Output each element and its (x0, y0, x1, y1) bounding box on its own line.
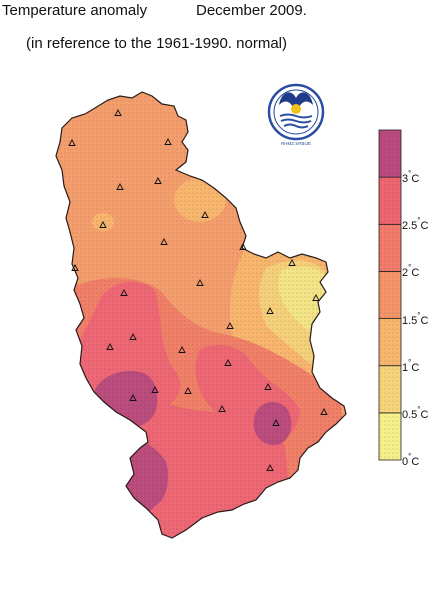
station-marker (239, 243, 247, 250)
legend-tick-label: 2°C (402, 263, 420, 280)
station-marker (160, 238, 168, 245)
legend-tick-label: 0°C (402, 452, 420, 468)
station-marker (116, 183, 124, 190)
legend-tick-label: 1.5°C (402, 310, 429, 327)
station-marker (272, 419, 280, 426)
legend-tick-label: 0.5°C (402, 404, 429, 421)
station-marker (164, 138, 172, 145)
rhmz-logo: RHMZ SRBIJE (267, 83, 325, 146)
station-marker (106, 343, 114, 350)
station-marker (266, 464, 274, 471)
station-marker (201, 211, 209, 218)
station-marker (154, 177, 162, 184)
station-marker (224, 359, 232, 366)
station-marker (320, 408, 328, 415)
station-marker (129, 333, 137, 340)
legend-tick-label: 2.5°C (402, 216, 429, 233)
station-marker (312, 294, 320, 301)
station-marker (68, 139, 76, 146)
station-marker (99, 221, 107, 228)
station-marker (151, 386, 159, 393)
map-title: Temperature anomaly (2, 2, 148, 19)
station-marker (288, 259, 296, 266)
station-marker (129, 394, 137, 401)
map-period: December 2009. (196, 2, 307, 19)
station-marker (178, 346, 186, 353)
legend-tick-label: 1°C (402, 357, 420, 374)
station-marker (266, 307, 274, 314)
station-marker (218, 405, 226, 412)
station-marker (71, 264, 79, 271)
map-subtitle: (in reference to the 1961-1990. normal) (26, 35, 287, 52)
weather-stations (68, 109, 328, 471)
station-marker (120, 289, 128, 296)
station-marker (184, 387, 192, 394)
svg-text:RHMZ SRBIJE: RHMZ SRBIJE (281, 141, 311, 146)
legend-tick-label: 3°C (402, 169, 420, 186)
station-marker (226, 322, 234, 329)
station-marker (114, 109, 122, 116)
station-marker (264, 383, 272, 390)
station-marker (196, 279, 204, 286)
